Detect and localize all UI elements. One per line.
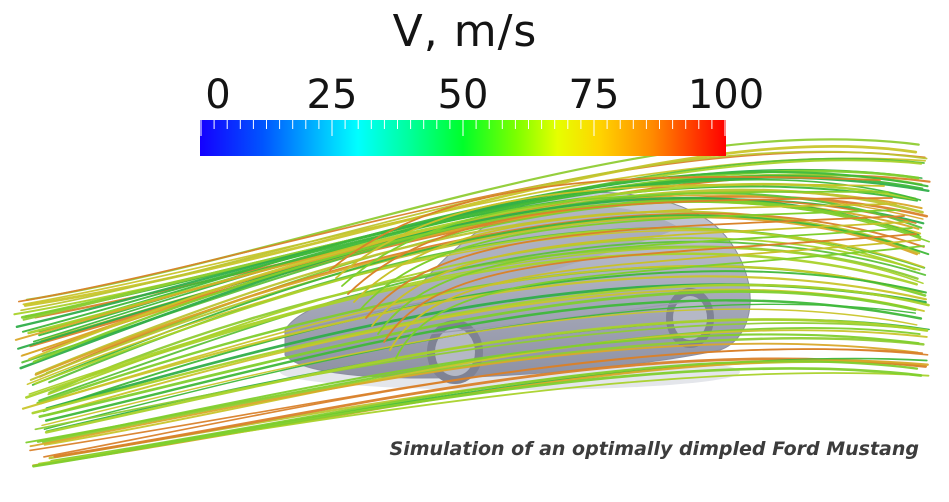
- streamline: [359, 209, 901, 311]
- legend-tick-label: 75: [568, 72, 620, 118]
- streamlines: [13, 138, 931, 468]
- streamline: [32, 366, 923, 468]
- streamline: [42, 337, 925, 444]
- streamline: [347, 197, 893, 295]
- streamline: [32, 199, 922, 363]
- legend-tick-label: 100: [687, 72, 765, 118]
- streamline: [31, 283, 930, 415]
- color-scale-bar: [200, 120, 726, 156]
- streamline: [395, 245, 925, 359]
- legend-tick-label: 0: [205, 72, 231, 118]
- streamline: [50, 360, 919, 463]
- streamline: [29, 214, 919, 381]
- streamline: [26, 229, 925, 386]
- streamline: [371, 221, 909, 327]
- streamline: [32, 178, 922, 343]
- legend-title: V, m/s: [392, 6, 538, 57]
- streamline: [21, 275, 927, 410]
- streamline: [45, 201, 930, 374]
- streamline: [353, 203, 897, 303]
- streamline: [38, 290, 917, 418]
- streamline: [44, 299, 923, 422]
- streamline: [341, 190, 889, 287]
- legend-tick-label: 25: [306, 72, 358, 118]
- streamline: [383, 233, 917, 343]
- streamline: [389, 239, 921, 351]
- streamline: [41, 308, 918, 427]
- legend-tick-label: 50: [437, 72, 489, 118]
- streamline: [329, 175, 881, 271]
- streamline: [377, 227, 913, 335]
- streamline: [335, 183, 885, 279]
- figure-caption: Simulation of an optimally dimpled Ford …: [389, 438, 919, 460]
- streamline: [34, 322, 928, 431]
- streamline: [42, 270, 927, 413]
- streamline: [29, 342, 919, 448]
- streamline: [34, 227, 917, 385]
- streamline: [365, 215, 905, 319]
- streamline: [36, 333, 920, 443]
- color-scale-ticks: [200, 120, 726, 136]
- streamline: [44, 318, 929, 434]
- streamline: [43, 348, 924, 458]
- streamline: [43, 329, 928, 446]
- streamline: [38, 240, 927, 402]
